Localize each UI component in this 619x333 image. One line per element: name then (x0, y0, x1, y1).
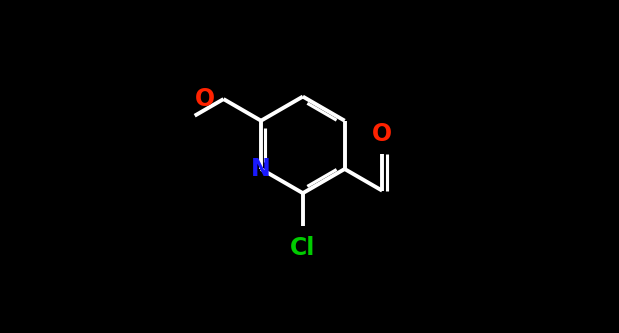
Text: O: O (195, 87, 215, 111)
Text: N: N (251, 157, 271, 181)
Text: O: O (372, 122, 392, 146)
Text: Cl: Cl (290, 236, 316, 260)
